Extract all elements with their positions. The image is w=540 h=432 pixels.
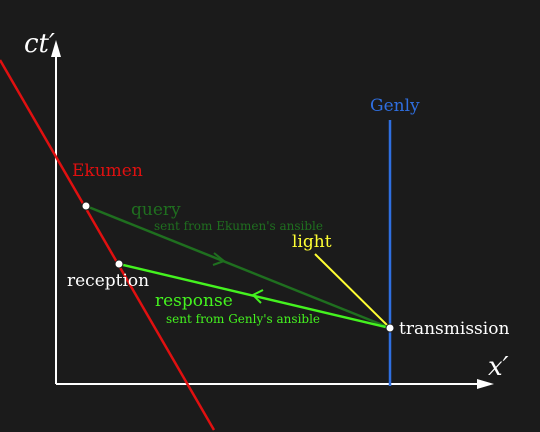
transmission-label: transmission <box>399 319 509 339</box>
x-axis-arrowhead-icon <box>477 379 494 389</box>
y-axis-arrowhead-icon <box>51 40 61 57</box>
response-label: response <box>155 291 233 311</box>
genly-label: Genly <box>370 96 420 116</box>
query-label: query <box>131 200 181 220</box>
transmission-event <box>385 323 395 333</box>
query-send-event <box>81 201 91 211</box>
reception-label: reception <box>67 271 149 291</box>
query-subtitle: sent from Ekumen's ansible <box>154 219 323 233</box>
ekumen-label: Ekumen <box>72 161 143 181</box>
light-line <box>314 253 391 329</box>
query-line <box>85 204 391 330</box>
reception-event <box>114 259 124 269</box>
light-label: light <box>292 232 332 252</box>
y-axis-label: ct′ <box>24 29 55 59</box>
query-direction-chevron-icon <box>212 252 227 266</box>
x-axis-label: x′ <box>488 352 509 382</box>
response-direction-chevron-icon <box>251 289 264 304</box>
ekumen-worldline <box>0 59 216 431</box>
response-subtitle: sent from Genly's ansible <box>166 312 320 326</box>
axes <box>55 55 482 385</box>
